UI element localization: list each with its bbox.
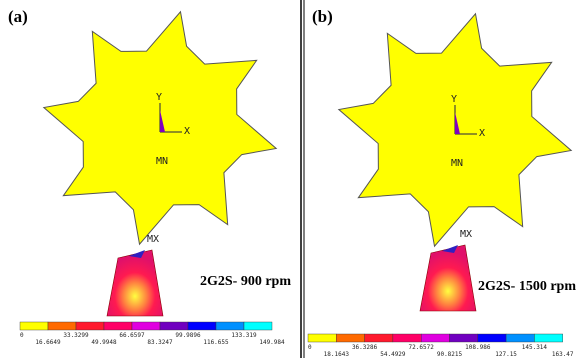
legend-swatch (20, 322, 48, 330)
legend-label: 72.6572 (409, 344, 435, 351)
legend-label: 66.6597 (119, 332, 145, 339)
legend-swatch (421, 334, 449, 342)
legend-swatch (104, 322, 132, 330)
legend-label: 0 (20, 332, 24, 339)
min-label: MN (451, 158, 463, 169)
legend-label: 145.314 (522, 344, 548, 351)
legend-label: 33.3299 (63, 332, 89, 339)
axis-label: Y (156, 92, 162, 103)
legend-swatch (393, 334, 421, 342)
axis-label: X (184, 126, 190, 137)
panel-label: (a) (8, 7, 28, 26)
legend-label: 163.47 (552, 351, 574, 358)
axis-label: X (479, 128, 485, 139)
legend-label: 108.986 (465, 344, 491, 351)
legend-label: 16.6649 (35, 339, 61, 346)
max-label: MX (460, 229, 472, 240)
legend-swatch (534, 334, 562, 342)
legend-swatch (244, 322, 272, 330)
legend-swatch (132, 322, 160, 330)
caption: 2G2S- 1500 rpm (478, 279, 576, 294)
legend-label: 49.9948 (91, 339, 117, 346)
legend-swatch (478, 334, 506, 342)
panel-label: (b) (312, 7, 333, 26)
legend-label: 54.4929 (380, 351, 406, 358)
figure: (a) Y X MN MX 2G2S- 900 rpm 0 16.664933.329949.… (0, 0, 588, 358)
caption: 2G2S- 900 rpm (200, 274, 291, 289)
legend-swatch (216, 322, 244, 330)
legend-label: 18.1643 (324, 351, 350, 358)
legend-swatch (336, 334, 364, 342)
min-label: MN (156, 156, 168, 167)
legend-label: 133.319 (231, 332, 257, 339)
legend-label: 127.15 (495, 351, 517, 358)
legend-swatch (188, 322, 216, 330)
legend-label: 90.8215 (437, 351, 463, 358)
max-label: MX (147, 234, 159, 245)
legend-swatch (308, 334, 336, 342)
legend-swatch (365, 334, 393, 342)
legend-swatch (450, 334, 478, 342)
axis-label: Y (451, 94, 457, 105)
legend-swatch (48, 322, 76, 330)
legend-label: 116.655 (203, 339, 229, 346)
legend-label: 0 (308, 344, 312, 351)
legend-label: 36.3286 (352, 344, 378, 351)
legend-label: 83.3247 (147, 339, 173, 346)
legend-label: 149.984 (259, 339, 285, 346)
legend-label: 99.9896 (175, 332, 201, 339)
legend-swatch (160, 322, 188, 330)
legend-swatch (76, 322, 104, 330)
legend-swatch (506, 334, 534, 342)
